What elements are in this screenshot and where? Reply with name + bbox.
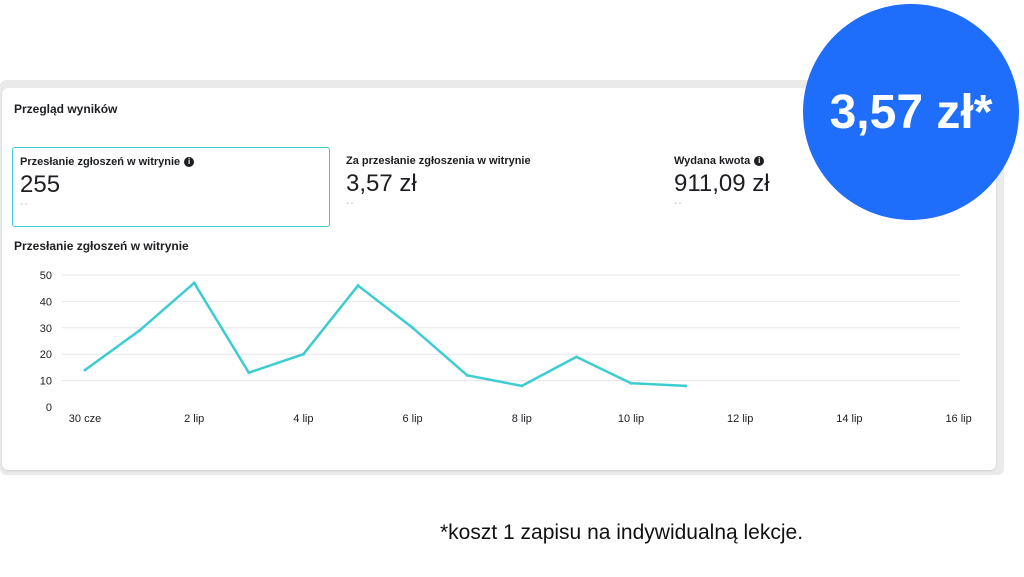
metric-value: 255 xyxy=(20,171,61,198)
y-tick-label: 30 xyxy=(40,323,52,335)
x-tick-label: 16 lip xyxy=(945,413,971,425)
x-tick-label: 30 cze xyxy=(69,413,101,425)
line-chart: 0 10 20 30 40 50 30 cze 2 lip 4 lip 6 lip 8 lip 10 … xyxy=(40,270,972,425)
badge-text: 3,57 zł* xyxy=(829,85,993,139)
data-point xyxy=(520,384,524,388)
data-point xyxy=(629,381,633,385)
data-point xyxy=(247,371,251,375)
y-tick-label: 0 xyxy=(46,402,52,414)
x-tick-label: 2 lip xyxy=(184,413,204,425)
footnote: *koszt 1 zapisu na indywidualną lekcje. xyxy=(440,521,804,544)
metric-value: 911,09 zł xyxy=(674,170,770,197)
data-point xyxy=(684,384,688,388)
panel-title: Przegląd wyników xyxy=(14,102,118,116)
x-tick-label: 8 lip xyxy=(512,413,532,425)
x-tick-label: 14 lip xyxy=(836,413,862,425)
metric-label: Wydana kwota xyxy=(674,155,751,167)
metric-label: Za przesłanie zgłoszenia w witrynie xyxy=(346,155,531,167)
y-tick-label: 50 xyxy=(40,270,52,282)
cost-badge: 3,57 zł* xyxy=(803,4,1019,220)
data-point xyxy=(356,284,360,288)
chart-title: Przesłanie zgłoszeń w witrynie xyxy=(14,239,189,253)
metric-card-submissions[interactable]: Przesłanie zgłoszeń w witrynie i 255 -- xyxy=(12,147,330,227)
data-point xyxy=(301,352,305,356)
series-line xyxy=(84,281,686,388)
metric-comparison: -- xyxy=(20,199,29,210)
x-tick-label: 10 lip xyxy=(618,413,644,425)
data-point xyxy=(192,281,196,285)
metric-card-amount-spent[interactable]: Wydana kwota i 911,09 zł -- xyxy=(667,147,985,227)
y-tick-label: 40 xyxy=(40,296,52,308)
x-tick-label: 12 lip xyxy=(727,413,753,425)
info-icon[interactable]: i xyxy=(754,156,765,166)
data-point xyxy=(138,328,142,332)
x-tick-label: 4 lip xyxy=(293,413,313,425)
data-point xyxy=(411,326,415,330)
x-tick-label: 6 lip xyxy=(403,413,423,425)
y-tick-label: 10 xyxy=(40,376,52,388)
data-point xyxy=(83,368,87,372)
metric-card-cost-per-submission[interactable]: Za przesłanie zgłoszenia w witrynie 3,57… xyxy=(339,147,657,227)
info-icon[interactable]: i xyxy=(184,157,195,167)
y-tick-label: 20 xyxy=(40,349,52,361)
metric-comparison: -- xyxy=(674,198,683,209)
data-point xyxy=(465,373,469,377)
metric-label: Przesłanie zgłoszeń w witrynie xyxy=(20,156,181,168)
metric-comparison: -- xyxy=(346,198,355,209)
data-point xyxy=(574,355,578,359)
metric-value: 3,57 zł xyxy=(346,170,417,197)
